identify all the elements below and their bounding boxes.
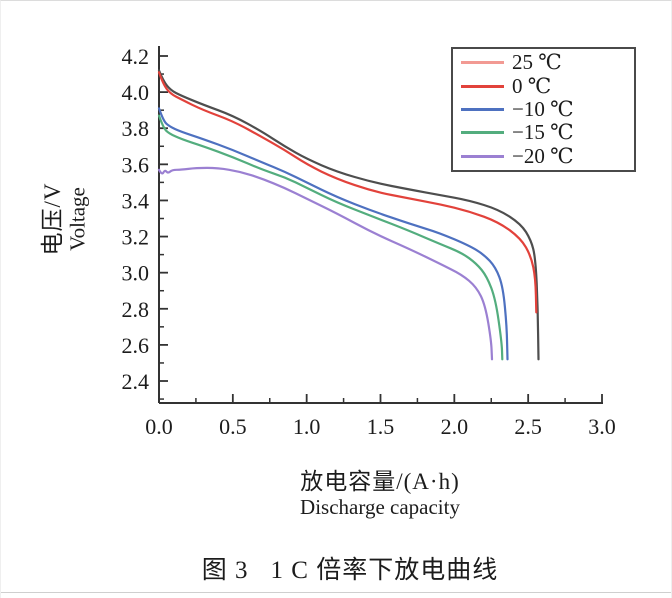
y-axis-title-zh: 电压/V bbox=[40, 182, 65, 256]
y-tick-label: 4.0 bbox=[122, 80, 150, 105]
x-tick-label: 2.0 bbox=[441, 414, 469, 439]
page-rule-line bbox=[1, 592, 671, 593]
y-tick-label: 3.0 bbox=[122, 261, 150, 286]
x-tick-label: 0.5 bbox=[219, 414, 247, 439]
legend-item: −20 ℃ bbox=[461, 143, 634, 168]
x-tick-label: 3.0 bbox=[588, 414, 616, 439]
x-tick-label: 2.5 bbox=[514, 414, 542, 439]
y-tick-label: 3.2 bbox=[122, 225, 150, 250]
figure-caption: 图 3 1 C 倍率下放电曲线 bbox=[202, 550, 498, 586]
legend-item: −10 ℃ bbox=[461, 96, 634, 121]
legend-line-swatch bbox=[461, 131, 504, 135]
y-tick-label: 4.2 bbox=[122, 44, 150, 69]
legend-label: 25 ℃ bbox=[512, 50, 562, 75]
series-curve-25 bbox=[157, 69, 540, 361]
legend-item: 25 ℃ bbox=[461, 52, 634, 73]
y-tick-label: 3.4 bbox=[122, 188, 150, 213]
y-tick-label: 2.8 bbox=[122, 297, 150, 322]
legend-label: −10 ℃ bbox=[512, 96, 574, 121]
y-tick-label: 2.6 bbox=[122, 333, 150, 358]
x-axis-title-zh: 放电容量/(A·h) bbox=[300, 469, 460, 494]
y-axis-title-en: Voltage bbox=[65, 187, 90, 251]
series-curve-0 bbox=[157, 71, 538, 314]
legend-item: −15 ℃ bbox=[461, 122, 634, 143]
series-curve-−15 bbox=[157, 114, 504, 361]
figure-caption-number: 图 3 bbox=[201, 557, 249, 584]
x-tick-label: 1.5 bbox=[367, 414, 395, 439]
x-tick-label: 1.0 bbox=[293, 414, 321, 439]
y-tick-label: 2.4 bbox=[122, 369, 150, 394]
y-tick-label: 3.6 bbox=[122, 152, 150, 177]
chart-legend: 25 ℃ 0 ℃ −10 ℃ −15 ℃ −20 ℃ bbox=[451, 47, 636, 172]
legend-line-swatch bbox=[461, 61, 504, 65]
legend-item: 0 ℃ bbox=[461, 73, 634, 98]
x-tick-label: 0.0 bbox=[145, 414, 173, 439]
legend-line-swatch bbox=[461, 154, 504, 158]
figure-caption-text: 1 C 倍率下放电曲线 bbox=[270, 557, 499, 584]
x-axis-title-en: Discharge capacity bbox=[300, 495, 460, 519]
legend-label: −20 ℃ bbox=[512, 143, 574, 168]
legend-label: 0 ℃ bbox=[512, 73, 552, 98]
y-tick-label: 3.8 bbox=[122, 116, 150, 141]
series-curve-−20 bbox=[157, 166, 494, 361]
series-curve-−10 bbox=[157, 107, 509, 361]
legend-line-swatch bbox=[461, 107, 504, 111]
legend-label: −15 ℃ bbox=[512, 120, 574, 145]
legend-line-swatch bbox=[461, 84, 504, 88]
